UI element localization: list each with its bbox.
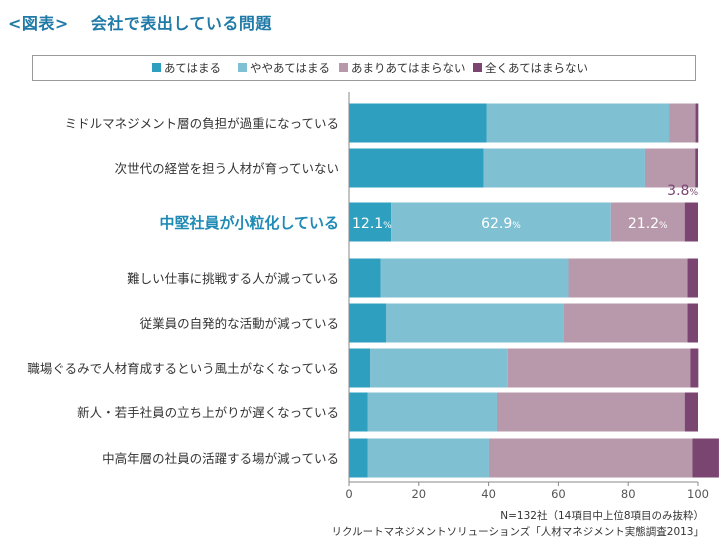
legend-label-4: 全くあてはまらない	[485, 61, 588, 75]
legend-swatch-4	[473, 63, 482, 72]
bar-segment	[349, 303, 386, 343]
bar-segment	[349, 348, 371, 388]
category-label: 次世代の経営を担う人材が育っていない	[115, 161, 339, 176]
bar-segment	[367, 438, 489, 478]
category-label: 難しい仕事に挑戦する人が減っている	[127, 271, 339, 286]
bar-segment	[684, 392, 698, 432]
bar-segment	[486, 103, 670, 143]
legend-swatch-2	[238, 63, 247, 72]
bar-segment	[695, 103, 699, 143]
legend-label-3: あまりあてはまらない	[351, 61, 466, 75]
data-label-2: 62.9%	[481, 216, 521, 232]
bar-segment	[610, 202, 685, 242]
bar-segment	[370, 348, 508, 388]
legend-box	[32, 55, 696, 81]
data-label-4: 3.8%	[667, 183, 698, 199]
bar-segment	[687, 258, 698, 298]
x-tick-label: 40	[481, 487, 496, 501]
x-tick-label: 60	[551, 487, 566, 501]
category-label: 従業員の自発的な活動が減っている	[140, 316, 339, 331]
bar-segment	[496, 392, 685, 432]
bar-segment	[349, 103, 487, 143]
source-note: N=132社（14項目中上位8項目のみ抜粋） リクルートマネジメントソリューショ…	[332, 508, 705, 540]
legend-label-2: ややあてはまる	[250, 61, 330, 75]
bar-segment	[687, 303, 698, 343]
bar-segment	[349, 258, 381, 298]
bar-segment	[507, 348, 691, 388]
x-tick-label: 20	[411, 487, 426, 501]
bar-segment	[380, 258, 569, 298]
bar-segment	[692, 438, 719, 478]
bar-segment	[349, 202, 392, 242]
x-tick-label: 80	[621, 487, 636, 501]
figure-label: <図表>	[8, 14, 69, 33]
category-label-highlighted: 中堅社員が小粒化している	[159, 214, 339, 232]
bar-segment	[349, 438, 368, 478]
citation: リクルートマネジメントソリューションズ「人材マネジメント実態調査2013」	[331, 526, 705, 538]
bar-segment	[690, 348, 699, 388]
legend-swatch-3	[339, 63, 348, 72]
bar-segment	[488, 438, 693, 478]
bar-segment	[349, 392, 368, 432]
category-label: 新人・若手社員の立ち上がりが遅くなっている	[77, 405, 339, 420]
x-tick-label: 0	[345, 487, 352, 501]
bar-segment	[669, 103, 696, 143]
sample-size-note: N=132社（14項目中上位8項目のみ抜粋）	[500, 510, 704, 522]
bar-segment	[568, 258, 688, 298]
bar-segment	[367, 392, 497, 432]
data-label-3: 21.2%	[628, 216, 668, 232]
figure-title-text: 会社で表出している問題	[90, 14, 272, 33]
x-tick-label: 100	[687, 487, 709, 501]
bar-segment	[684, 202, 698, 242]
data-label-1: 12.1%	[352, 216, 392, 232]
bar-segment	[391, 202, 611, 242]
bar-segment	[695, 148, 698, 188]
category-label: 中高年層の社員の活躍する場が減っている	[102, 451, 339, 466]
bar-segment	[385, 303, 564, 343]
figure-title: <図表> 会社で表出している問題	[8, 10, 272, 34]
bar-segment	[563, 303, 688, 343]
category-label: 職場ぐるみで人材育成するという風土がなくなっている	[27, 361, 339, 376]
bar-segment	[483, 148, 645, 188]
legend-swatch-1	[152, 63, 161, 72]
legend-label-1: あてはまる	[164, 61, 221, 75]
bar-segment	[644, 148, 696, 188]
category-label: ミドルマネジメント層の負担が過重になっている	[65, 116, 339, 131]
bar-segment	[349, 148, 484, 188]
